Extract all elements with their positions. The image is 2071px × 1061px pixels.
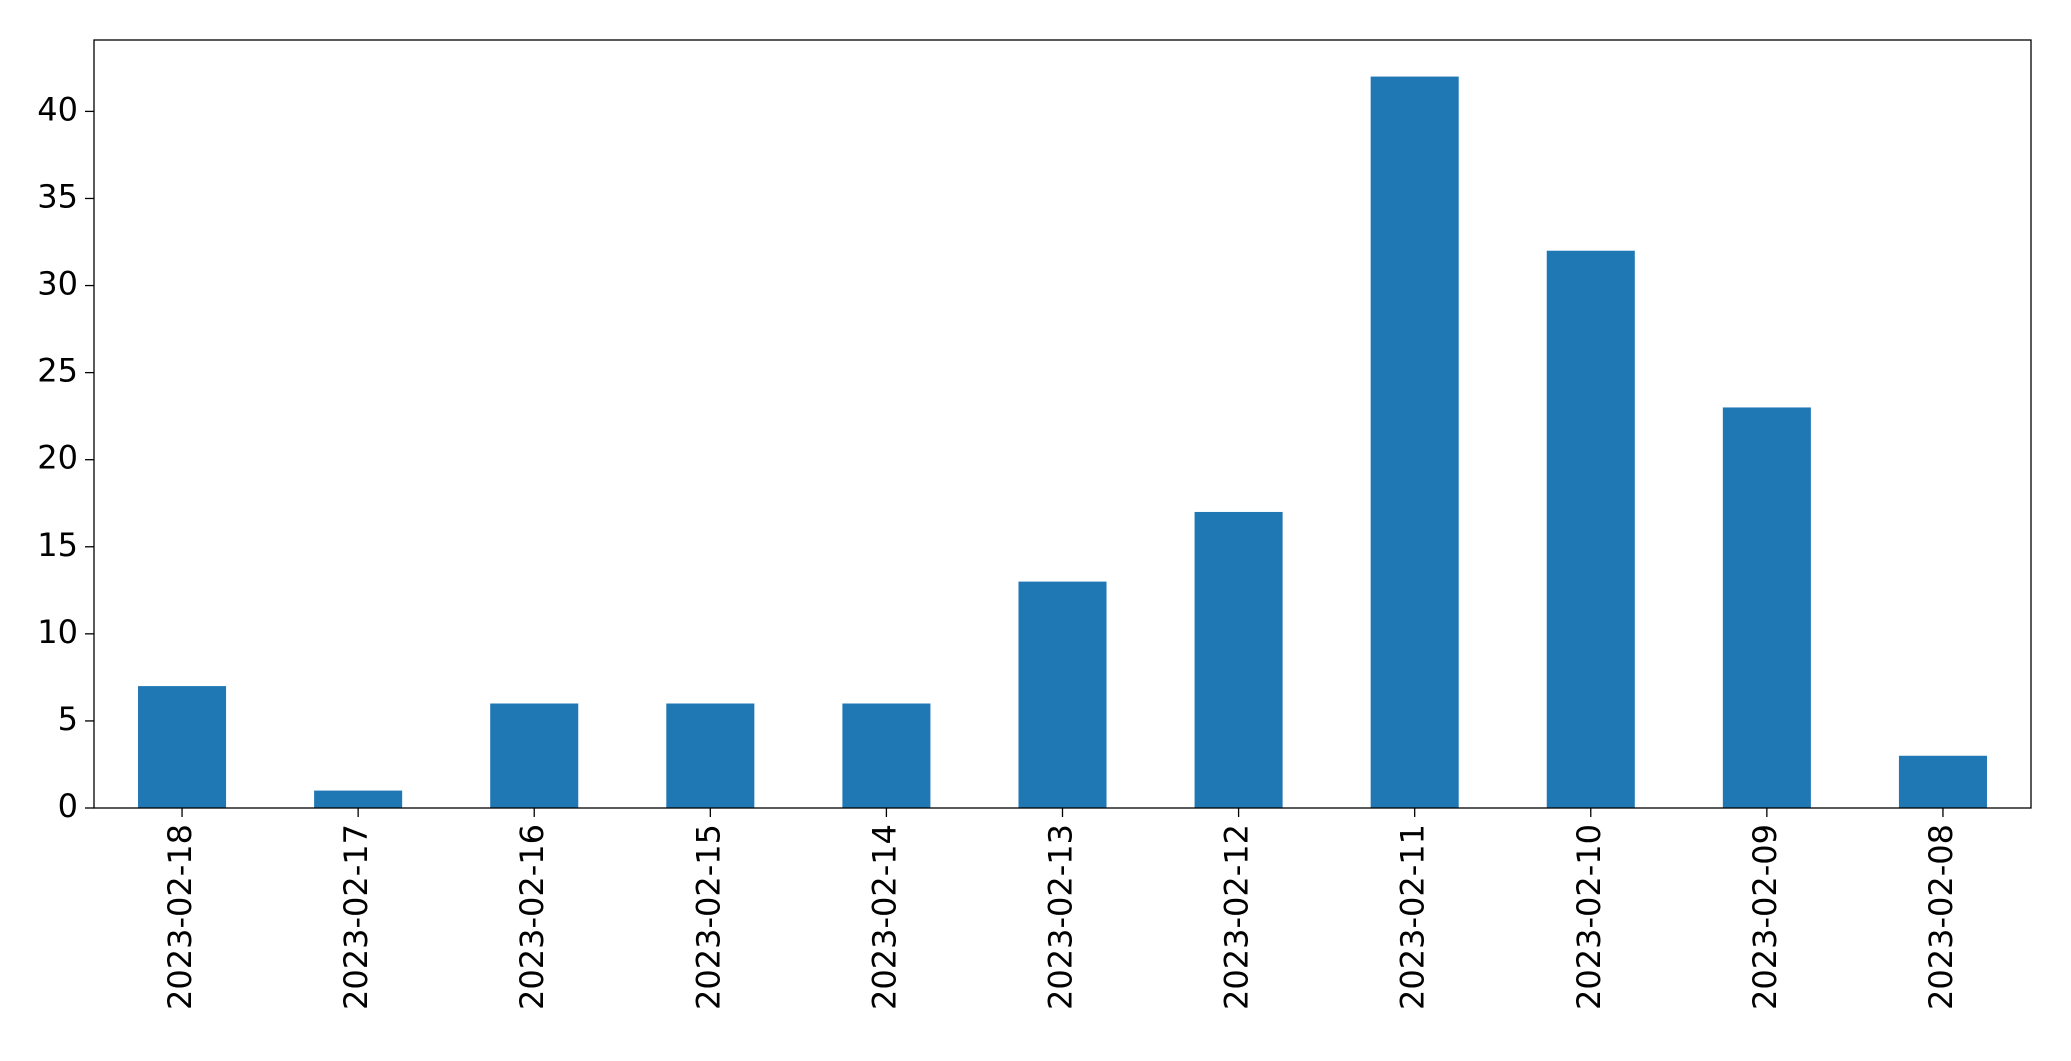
x-tick-label: 2023-02-12	[1218, 824, 1256, 1010]
bar	[1370, 76, 1459, 809]
y-tick-label: 5	[58, 700, 78, 738]
bar	[1194, 511, 1283, 808]
x-tick-label: 2023-02-08	[1922, 824, 1960, 1010]
bar	[842, 703, 931, 808]
plot-frame	[93, 39, 2032, 809]
y-tick-label: 20	[37, 439, 78, 477]
x-tick-label: 2023-02-17	[337, 824, 375, 1010]
y-tick-label: 15	[37, 526, 78, 564]
y-tick-label: 35	[37, 177, 78, 215]
bar	[1722, 407, 1811, 808]
x-tick-label: 2023-02-09	[1746, 824, 1784, 1010]
x-tick-label: 2023-02-10	[1570, 824, 1608, 1010]
bar	[314, 790, 403, 808]
bar	[1898, 755, 1987, 808]
bar	[138, 686, 227, 808]
x-tick-label: 2023-02-13	[1042, 824, 1080, 1010]
x-tick-label: 2023-02-16	[513, 824, 551, 1010]
bar	[490, 703, 579, 808]
y-tick-label: 10	[37, 613, 78, 651]
x-tick-label: 2023-02-15	[689, 824, 727, 1010]
x-tick-label: 2023-02-11	[1394, 824, 1432, 1010]
y-tick-label: 40	[37, 90, 78, 128]
x-tick-label: 2023-02-14	[865, 824, 903, 1010]
y-tick-label: 0	[58, 787, 78, 825]
x-tick-label: 2023-02-18	[161, 824, 199, 1010]
y-tick-label: 30	[37, 265, 78, 303]
bar	[1546, 250, 1635, 809]
bar	[666, 703, 755, 808]
bar	[1018, 581, 1107, 808]
y-tick-label: 25	[37, 352, 78, 390]
